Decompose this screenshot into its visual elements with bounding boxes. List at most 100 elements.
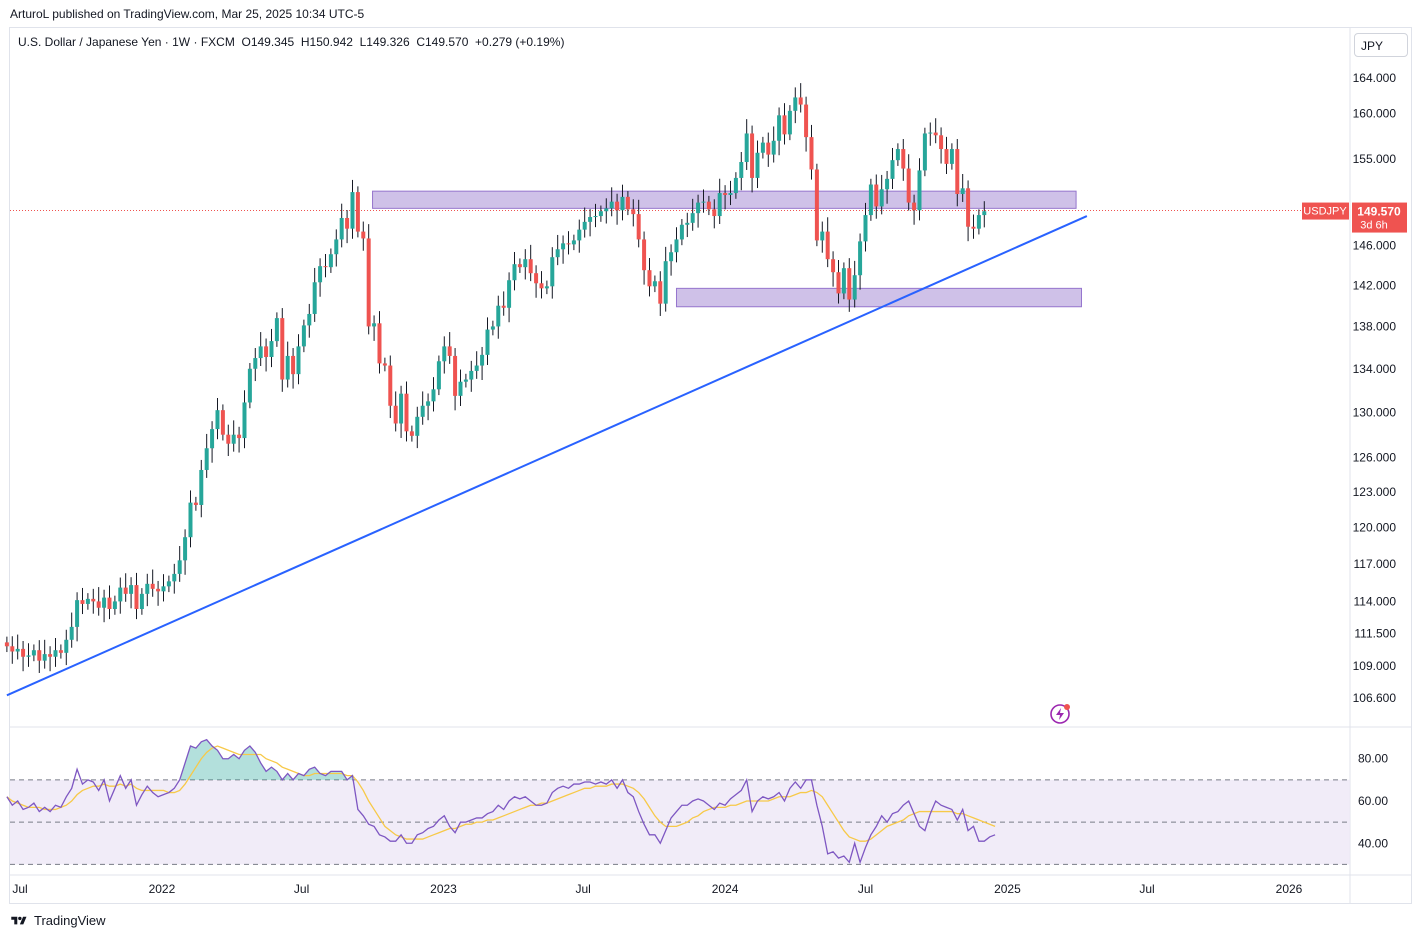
rsi-ma-line xyxy=(6,745,996,842)
candle-body xyxy=(355,192,360,232)
close-value: C149.570 xyxy=(416,35,469,49)
candle-body xyxy=(685,222,690,225)
candle-body xyxy=(318,266,323,283)
exchange-label: FXCM xyxy=(200,35,235,49)
candle-body xyxy=(226,434,231,444)
candle-body xyxy=(944,149,949,164)
interval-label[interactable]: 1W xyxy=(172,35,191,49)
candle-body xyxy=(274,318,279,342)
candle-body xyxy=(210,429,215,449)
candle-body xyxy=(183,537,188,561)
candle-body xyxy=(150,583,155,589)
price-tick-label: 134.000 xyxy=(1353,362,1397,376)
candle-body xyxy=(512,264,517,281)
candle-body xyxy=(561,243,566,250)
candle-body xyxy=(53,650,58,657)
candle-body xyxy=(129,585,134,594)
candle-body xyxy=(21,648,26,657)
candle-body xyxy=(399,393,404,424)
candle-body xyxy=(571,240,576,245)
chart-frame xyxy=(9,27,1412,904)
candle-body xyxy=(490,326,495,330)
candle-body xyxy=(750,133,755,178)
candle-body xyxy=(463,379,468,382)
candle-body xyxy=(323,266,328,268)
candle-body xyxy=(771,140,776,155)
candle-body xyxy=(507,280,512,308)
rsi-tick-label: 40.00 xyxy=(1358,836,1388,850)
candle-body xyxy=(917,170,922,211)
candle-body xyxy=(939,135,944,150)
candle-body xyxy=(760,142,765,153)
candle-body xyxy=(107,597,112,610)
price-tag-value: 149.570 xyxy=(1357,205,1401,219)
candle-body xyxy=(593,216,598,218)
candle-body xyxy=(636,214,641,240)
candle-body xyxy=(787,110,792,135)
candle-body xyxy=(782,115,787,135)
price-tick-label: 114.000 xyxy=(1354,594,1397,608)
change-value: +0.279 (+0.19%) xyxy=(475,35,565,49)
low-value: L149.326 xyxy=(359,35,410,49)
candle-body xyxy=(80,600,85,604)
candle-body xyxy=(247,368,252,403)
footer-brand[interactable]: TradingView xyxy=(10,913,106,928)
candle-body xyxy=(766,142,771,155)
price-tick-label: 109.000 xyxy=(1353,659,1397,673)
currency-button[interactable]: JPY xyxy=(1354,33,1408,57)
candle-body xyxy=(814,169,819,241)
candle-body xyxy=(955,149,960,195)
time-tick-label: 2026 xyxy=(1276,882,1303,896)
price-tag-countdown: 3d 6h xyxy=(1360,220,1388,232)
candle-body xyxy=(793,97,798,111)
candle-body xyxy=(64,639,69,653)
candle-body xyxy=(863,215,868,242)
symbol-name: U.S. Dollar / Japanese Yen xyxy=(18,35,162,49)
open-value: O149.345 xyxy=(241,35,295,49)
candle-body xyxy=(420,405,425,417)
candle-body xyxy=(663,261,668,304)
price-tick-label: 106.600 xyxy=(1353,691,1397,705)
candle-body xyxy=(334,239,339,255)
time-tick-label: Jul xyxy=(1139,882,1154,896)
candle-body xyxy=(301,325,306,347)
candle-body xyxy=(566,243,571,245)
candle-body xyxy=(868,184,873,216)
candle-body xyxy=(858,241,863,276)
candle-body xyxy=(215,410,220,430)
high-value: H150.942 xyxy=(300,35,353,49)
candle-body xyxy=(539,283,544,289)
zone-support xyxy=(675,287,1082,308)
candle-body xyxy=(291,355,296,375)
time-tick-label: 2022 xyxy=(149,882,176,896)
candle-body xyxy=(37,650,42,661)
candle-body xyxy=(966,188,971,227)
candle-body xyxy=(674,239,679,253)
candle-body xyxy=(625,196,630,210)
candle-body xyxy=(949,149,954,164)
candle-body xyxy=(906,168,911,203)
price-tick-label: 138.000 xyxy=(1353,319,1397,333)
candle-body xyxy=(847,268,852,300)
candle-body xyxy=(177,560,182,574)
candle-body xyxy=(474,365,479,371)
tradingview-logo-icon xyxy=(11,916,27,924)
candle-body xyxy=(501,305,506,308)
candle-body xyxy=(269,341,274,357)
candle-body xyxy=(139,593,144,610)
candle-body xyxy=(642,239,647,271)
candle-body xyxy=(928,132,933,134)
candle-body xyxy=(112,601,117,610)
candle-body xyxy=(550,257,555,287)
price-tick-label: 146.000 xyxy=(1353,238,1397,252)
rsi-tick-label: 60.00 xyxy=(1358,794,1388,808)
candle-body xyxy=(166,581,171,587)
candle-body xyxy=(193,502,198,505)
candle-body xyxy=(123,587,128,594)
candle-body xyxy=(188,502,193,538)
candle-body xyxy=(523,259,528,268)
price-tick-label: 164.000 xyxy=(1353,71,1397,85)
candle-body xyxy=(890,160,895,179)
candle-body xyxy=(658,281,663,304)
